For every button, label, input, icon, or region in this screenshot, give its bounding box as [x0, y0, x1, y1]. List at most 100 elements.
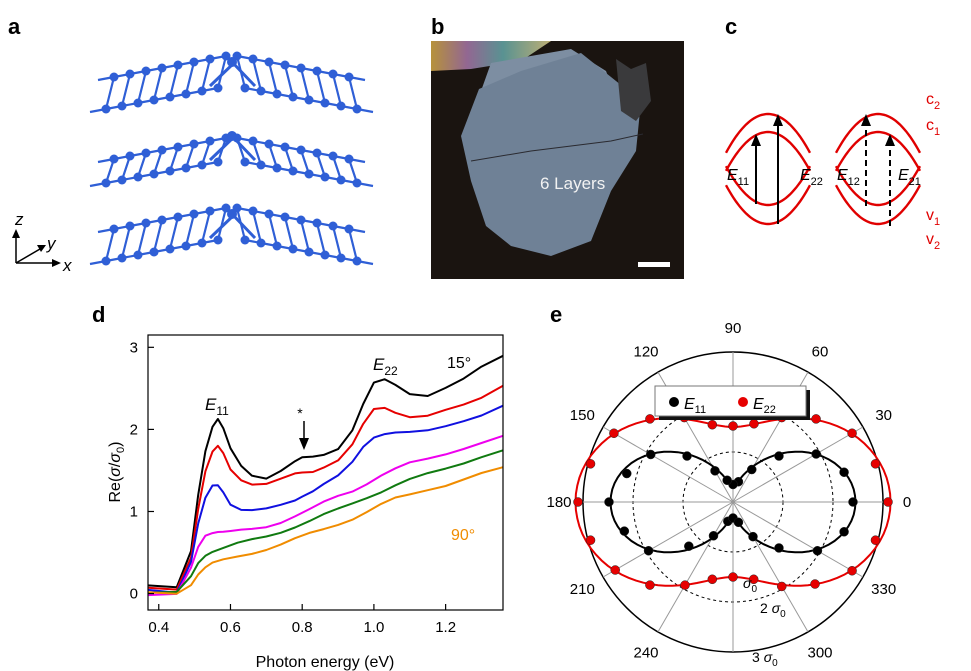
x-tick-label: 1.0: [363, 619, 384, 636]
atom: [344, 224, 354, 234]
layer-count-label: 6 Layers: [540, 174, 606, 193]
conduction-band-c1: [834, 130, 922, 172]
data-point: [848, 497, 858, 507]
atom: [320, 172, 330, 182]
spectrum-line: [147, 354, 504, 589]
atom: [157, 63, 167, 73]
atom: [181, 163, 191, 173]
atom: [189, 139, 199, 149]
atom: [256, 160, 266, 170]
atom: [205, 54, 215, 64]
angle-tick-label: 180: [546, 494, 571, 511]
legend-marker-e22: [738, 397, 748, 407]
atom: [149, 247, 159, 257]
data-point: [707, 574, 718, 585]
data-point: [684, 541, 694, 551]
plot-frame: [147, 334, 504, 611]
data-point: [748, 574, 759, 585]
data-point: [883, 497, 893, 507]
atom: [221, 51, 231, 61]
atom: [149, 95, 159, 105]
data-point: [643, 546, 654, 556]
atom: [141, 218, 151, 228]
angle-label-last: 90°: [451, 527, 475, 544]
atom: [181, 241, 191, 251]
atom: [312, 148, 322, 158]
atom: [248, 136, 258, 146]
y-tick-label: 2: [130, 421, 138, 438]
atom: [141, 148, 151, 158]
spectrum-line: [147, 434, 504, 597]
band-label-v1: v1: [926, 207, 940, 228]
data-point: [747, 464, 757, 475]
spectrum-line: [147, 384, 504, 591]
atom: [101, 256, 111, 266]
polar-data-points: [573, 412, 893, 592]
atom: [352, 256, 362, 266]
polar-spoke: [602, 501, 734, 578]
atom: [320, 98, 330, 108]
data-point: [728, 572, 738, 582]
y-tick-label: 3: [130, 339, 138, 356]
angle-tick-label: 270: [720, 668, 745, 671]
atom: [296, 215, 306, 225]
y-tick-label: 1: [130, 503, 138, 520]
x-tick-label: 0.8: [292, 619, 313, 636]
x-arrow-icon: [52, 259, 61, 267]
atom: [101, 178, 111, 188]
spectrum-line: [147, 466, 504, 595]
band-label-c2: c2: [926, 91, 940, 112]
band-diagram: E11 E22 E12 E21 c2 c1 v1 v2: [724, 91, 940, 252]
atom: [296, 63, 306, 73]
atom: [240, 235, 250, 245]
atom: [205, 136, 215, 146]
atom: [288, 92, 298, 102]
polar-spoke: [602, 426, 734, 503]
data-point: [777, 581, 787, 592]
x-axis-label: Photon energy (eV): [256, 654, 395, 671]
angle-tick-label: 240: [633, 645, 658, 662]
spectrum-line: [147, 404, 504, 594]
angle-tick-label: 150: [570, 407, 595, 424]
angle-tick-label: 330: [871, 581, 896, 598]
data-point: [645, 449, 656, 460]
atom: [352, 178, 362, 188]
valence-band-v1: [834, 165, 922, 207]
x-tick-label: 1.2: [435, 619, 456, 636]
polar-spoke: [657, 501, 734, 633]
atom: [101, 104, 111, 114]
transition-label-e12: E12: [837, 167, 860, 188]
atom: [109, 72, 119, 82]
atom: [227, 57, 237, 67]
angle-tick-label: 210: [570, 581, 595, 598]
atom: [280, 212, 290, 222]
data-point: [811, 414, 821, 424]
angle-tick-label: 120: [633, 343, 658, 360]
radial-label-3: 3 σ0: [752, 649, 778, 669]
atom: [149, 169, 159, 179]
data-point: [621, 468, 632, 479]
atom: [304, 95, 314, 105]
atom: [344, 72, 354, 82]
atom: [125, 221, 135, 231]
crystal-structure: [89, 51, 374, 266]
conduction-band-c1: [724, 130, 812, 172]
panel-label-b: b: [431, 14, 445, 39]
atom: [205, 206, 215, 216]
atom: [213, 83, 223, 93]
micrograph-image: 6 Layers: [431, 41, 684, 279]
atom: [344, 154, 354, 164]
atom: [272, 89, 282, 99]
legend-marker-e11: [669, 397, 679, 407]
valence-band-v2: [834, 184, 922, 226]
spectra-series: [147, 354, 504, 597]
transition-label-e11: E11: [727, 167, 749, 188]
atom: [197, 86, 207, 96]
atom: [328, 69, 338, 79]
star-arrow-head-icon: [299, 438, 309, 450]
data-point: [774, 451, 784, 461]
data-point: [870, 459, 881, 469]
atom: [189, 57, 199, 67]
atom: [328, 151, 338, 161]
conduction-band-c2: [834, 112, 922, 154]
